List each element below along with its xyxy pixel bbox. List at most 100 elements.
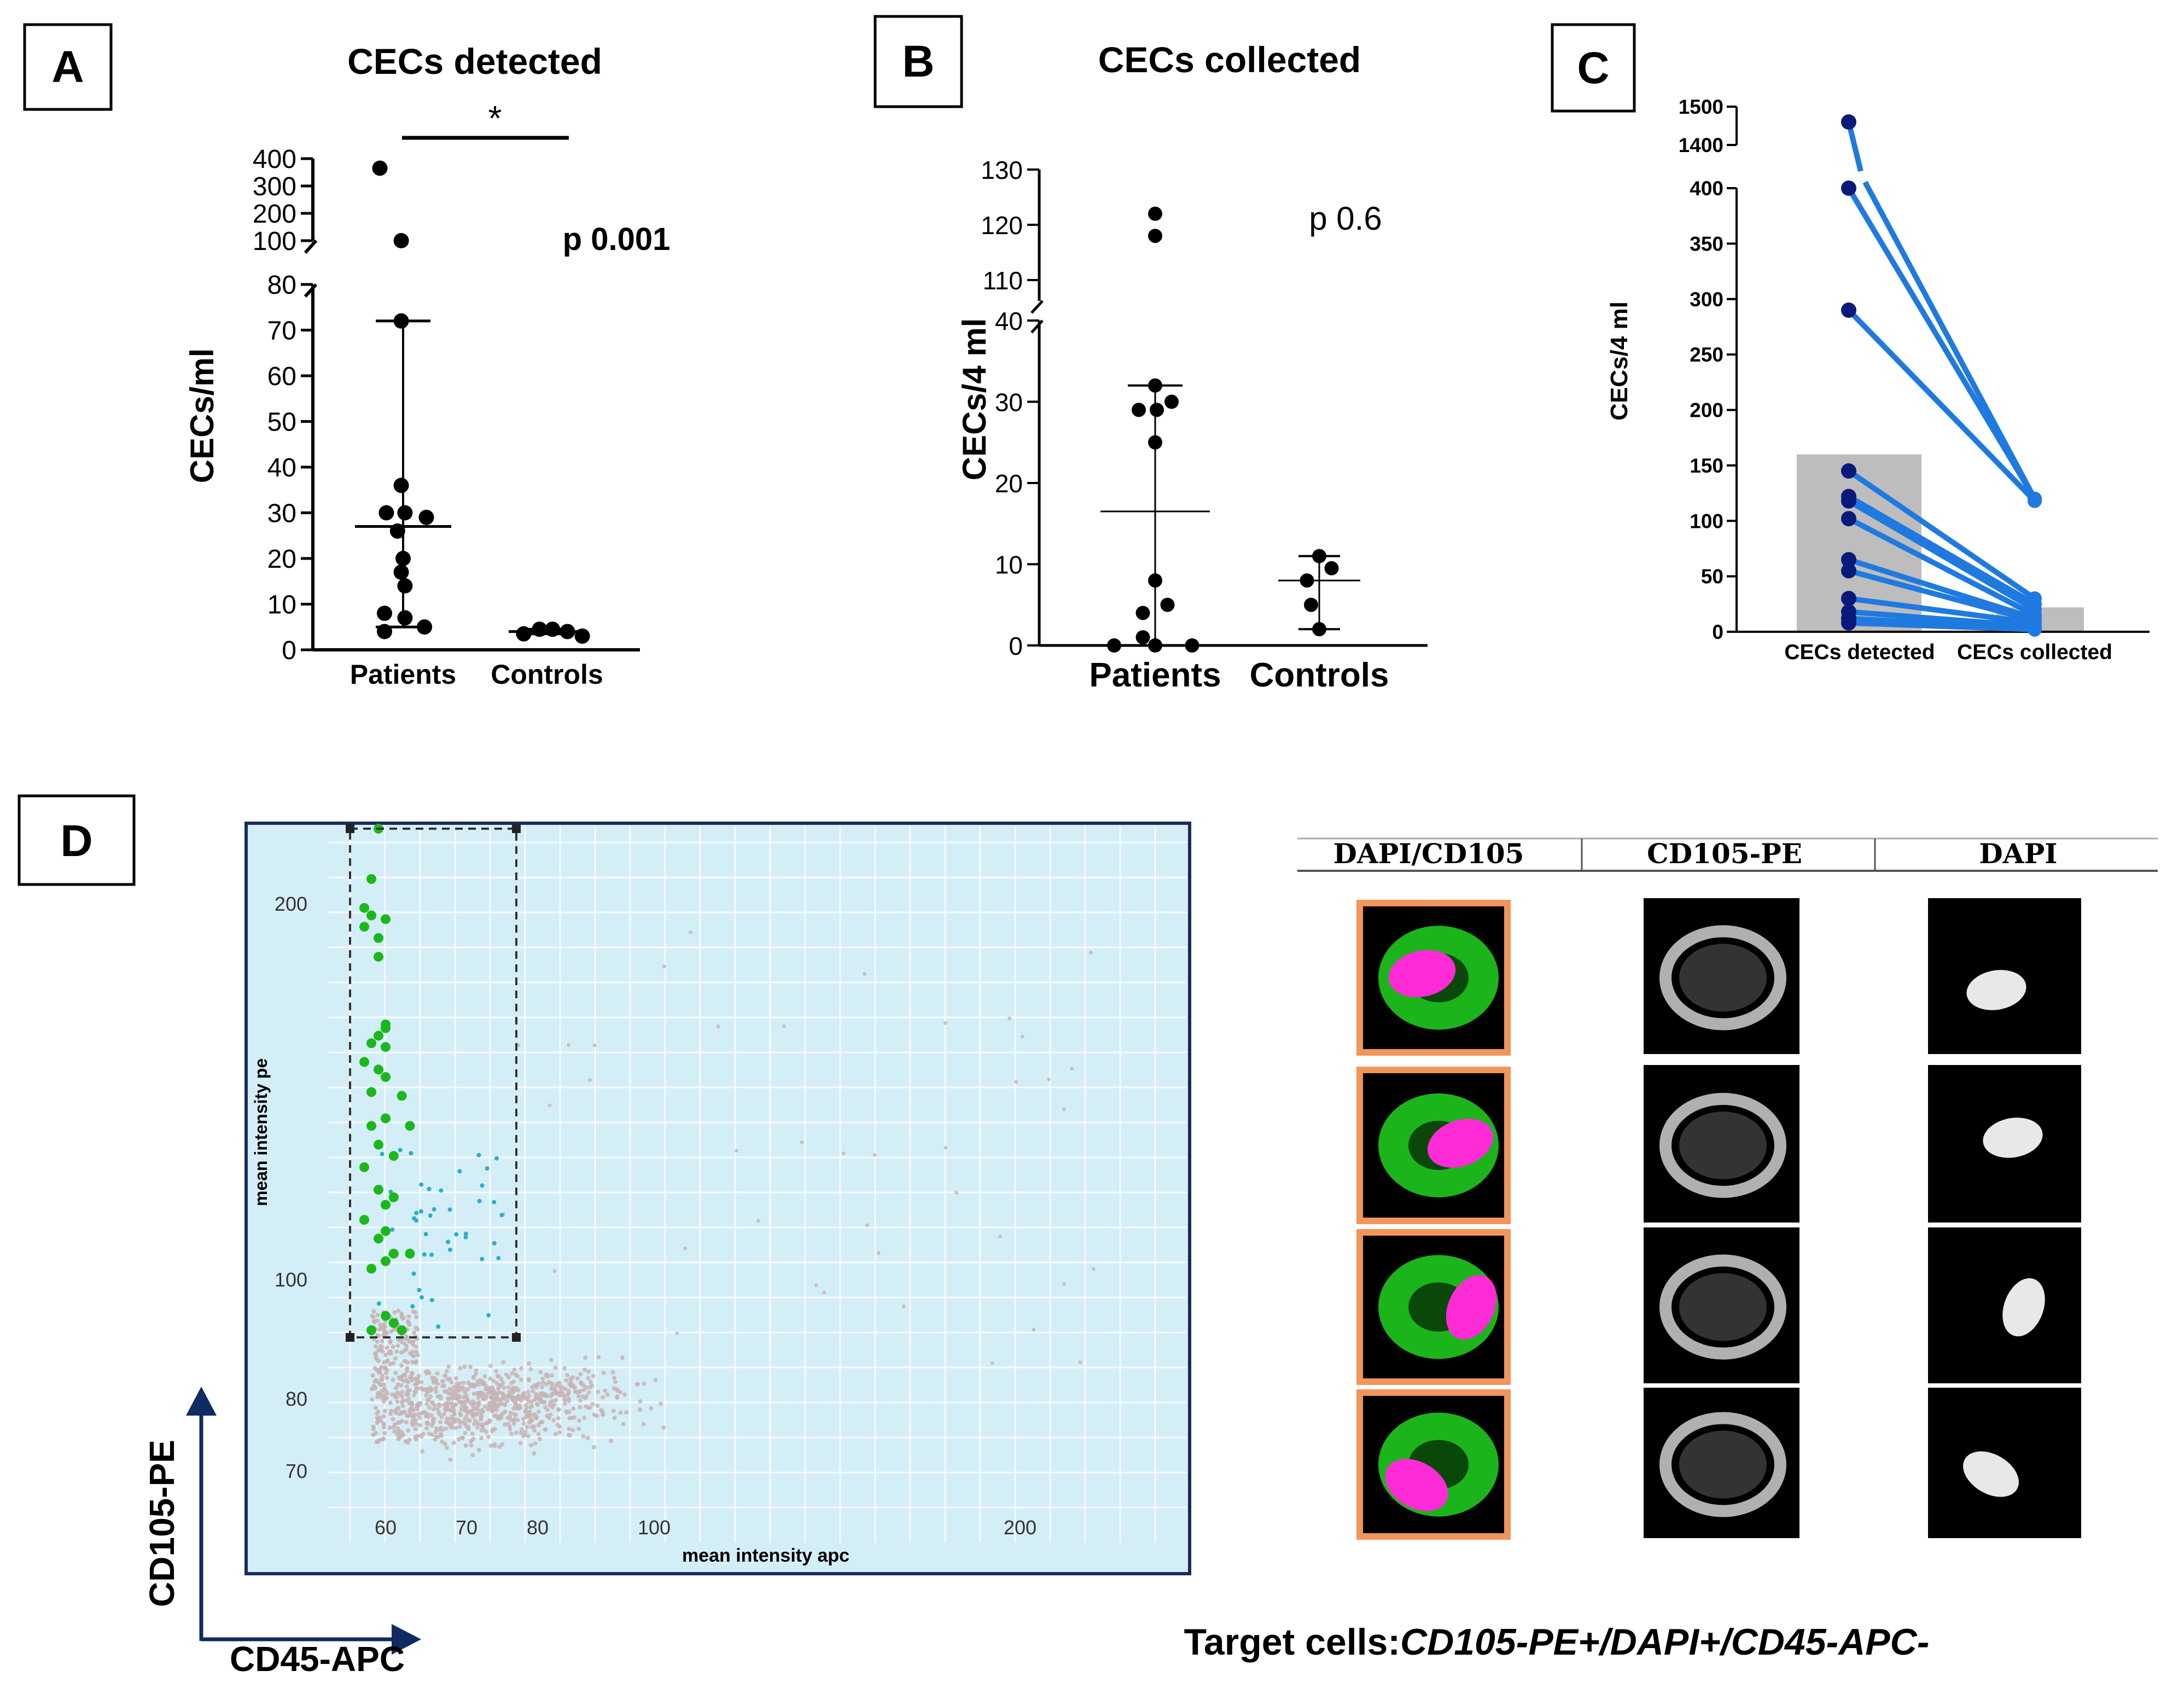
chart-b-point-patients	[1148, 573, 1162, 588]
scatter-event-gray	[375, 1416, 380, 1421]
scatter-gate-handle	[512, 824, 521, 833]
scatter-event-gray	[501, 1411, 506, 1416]
scatter-event-cyan	[477, 1198, 482, 1203]
scatter-event-cyan	[418, 1209, 423, 1214]
scatter-event-gray	[403, 1439, 408, 1444]
scatter-event-gray	[371, 1433, 376, 1437]
scatter-event-gray	[416, 1376, 421, 1381]
scatter-event-gray	[448, 1424, 453, 1429]
panel-c: C CECs/4 ml 0 50 100 150 200 250 300 350 400 1400…	[1551, 23, 2150, 664]
scatter-event-gray	[514, 1412, 519, 1417]
scatter-event-gray	[587, 1405, 592, 1410]
scatter-event-gray	[601, 1370, 606, 1375]
scatter-event-gray	[863, 972, 867, 976]
scatter-event-gray	[444, 1426, 449, 1431]
micrograph-dapi-nucleus-gray	[1963, 1451, 2019, 1497]
scatter-event-gray	[592, 1043, 597, 1047]
chart-a-point-patients	[389, 523, 405, 539]
chart-c-ytick-label: 0	[1712, 621, 1723, 643]
scatter-event-gray	[486, 1434, 491, 1439]
scatter-event-gray	[564, 1378, 569, 1383]
scatter-event-green	[388, 1151, 399, 1161]
chart-b-category-label: Patients	[1089, 656, 1221, 694]
scatter-event-gray	[611, 1408, 616, 1413]
scatter-event-gray	[531, 1389, 535, 1394]
scatter-event-gray	[578, 1389, 583, 1394]
scatter-event-gray	[372, 1366, 377, 1371]
scatter-event-gray	[444, 1445, 449, 1450]
scatter-plot-frame	[244, 822, 1191, 1575]
chart-c-ytick-label: 50	[1701, 566, 1723, 588]
scatter-event-gray	[457, 1424, 462, 1429]
scatter-event-green	[366, 910, 376, 921]
scatter-event-green	[374, 1233, 383, 1244]
scatter-event-gray	[543, 1372, 548, 1377]
scatter-event-gray	[578, 1405, 583, 1410]
scatter-event-gray	[782, 1024, 787, 1028]
scatter-event-gray	[510, 1390, 515, 1395]
scatter-event-green	[359, 903, 369, 913]
scatter-event-gray	[407, 1408, 412, 1413]
scatter-event-gray	[511, 1421, 516, 1426]
scatter-event-gray	[479, 1436, 484, 1441]
scatter-event-gray	[435, 1371, 440, 1376]
scatter-event-gray	[413, 1427, 418, 1431]
chart-b-ytick-label: 130	[981, 156, 1023, 184]
scatter-event-gray	[536, 1409, 541, 1414]
scatter-event-gray	[440, 1428, 445, 1433]
scatter-event-gray	[418, 1423, 423, 1428]
scatter-event-green	[381, 1256, 391, 1266]
scatter-event-gray	[412, 1418, 417, 1423]
chart-c-ytick-label: 350	[1690, 232, 1723, 255]
scatter-event-gray	[469, 1382, 474, 1387]
scatter-event-gray	[392, 1310, 397, 1315]
scatter-event-gray	[404, 1420, 409, 1425]
chart-b-category-label: Controls	[1250, 656, 1389, 694]
scatter-event-gray	[463, 1430, 468, 1435]
scatter-event-gray	[424, 1421, 429, 1426]
scatter-event-gray	[550, 1381, 555, 1386]
scatter-event-gray	[578, 1372, 583, 1377]
scatter-event-cyan	[376, 1301, 381, 1306]
scatter-event-gray	[382, 1324, 387, 1329]
scatter-event-cyan	[432, 1207, 436, 1212]
scatter-event-gray	[475, 1425, 480, 1430]
scatter-gate-handle	[512, 1333, 521, 1342]
scatter-event-gray	[562, 1401, 567, 1406]
scatter-event-gray	[518, 1441, 523, 1446]
scatter-event-gray	[573, 1386, 578, 1390]
scatter-event-gray	[511, 1398, 516, 1403]
scatter-event-gray	[485, 1392, 490, 1396]
panel-a: A CECs detected CECs/ml 0 10 20 30 40 50 60 70 8…	[23, 23, 670, 690]
scatter-event-gray	[406, 1314, 411, 1319]
scatter-event-gray	[490, 1395, 494, 1400]
scatter-event-gray	[800, 1140, 804, 1145]
scatter-event-gray	[410, 1422, 415, 1427]
chart-a-categories: Patients Controls	[350, 659, 603, 690]
scatter-event-gray	[470, 1404, 475, 1408]
scatter-event-gray	[399, 1400, 404, 1405]
scatter-event-gray	[1014, 1080, 1018, 1084]
scatter-event-gray	[380, 1338, 385, 1343]
scatter-event-gray	[392, 1429, 397, 1434]
scatter-event-gray	[479, 1415, 484, 1420]
scatter-event-cyan	[428, 1213, 433, 1218]
chart-b-point-patients	[1185, 638, 1199, 653]
scatter-event-green	[374, 1064, 383, 1075]
scatter-event-cyan	[398, 1148, 403, 1153]
chart-b-point-patients	[1135, 606, 1150, 620]
scatter-event-gray	[596, 1389, 601, 1394]
scatter-event-gray	[567, 1427, 572, 1431]
scatter-event-gray	[505, 1416, 510, 1421]
scatter-event-gray	[642, 1381, 647, 1386]
chart-c-pair-line	[1847, 516, 2036, 618]
target-cells-prefix: Target cells:	[1184, 1621, 1400, 1663]
scatter-event-gray	[376, 1370, 381, 1375]
chart-c-ytick-label: 1400	[1679, 134, 1723, 156]
scatter-event-gray	[601, 1412, 605, 1417]
scatter-event-gray	[576, 1394, 581, 1399]
scatter-event-gray	[429, 1413, 434, 1418]
scatter-event-gray	[414, 1349, 419, 1354]
scatter-event-green	[381, 1311, 391, 1321]
